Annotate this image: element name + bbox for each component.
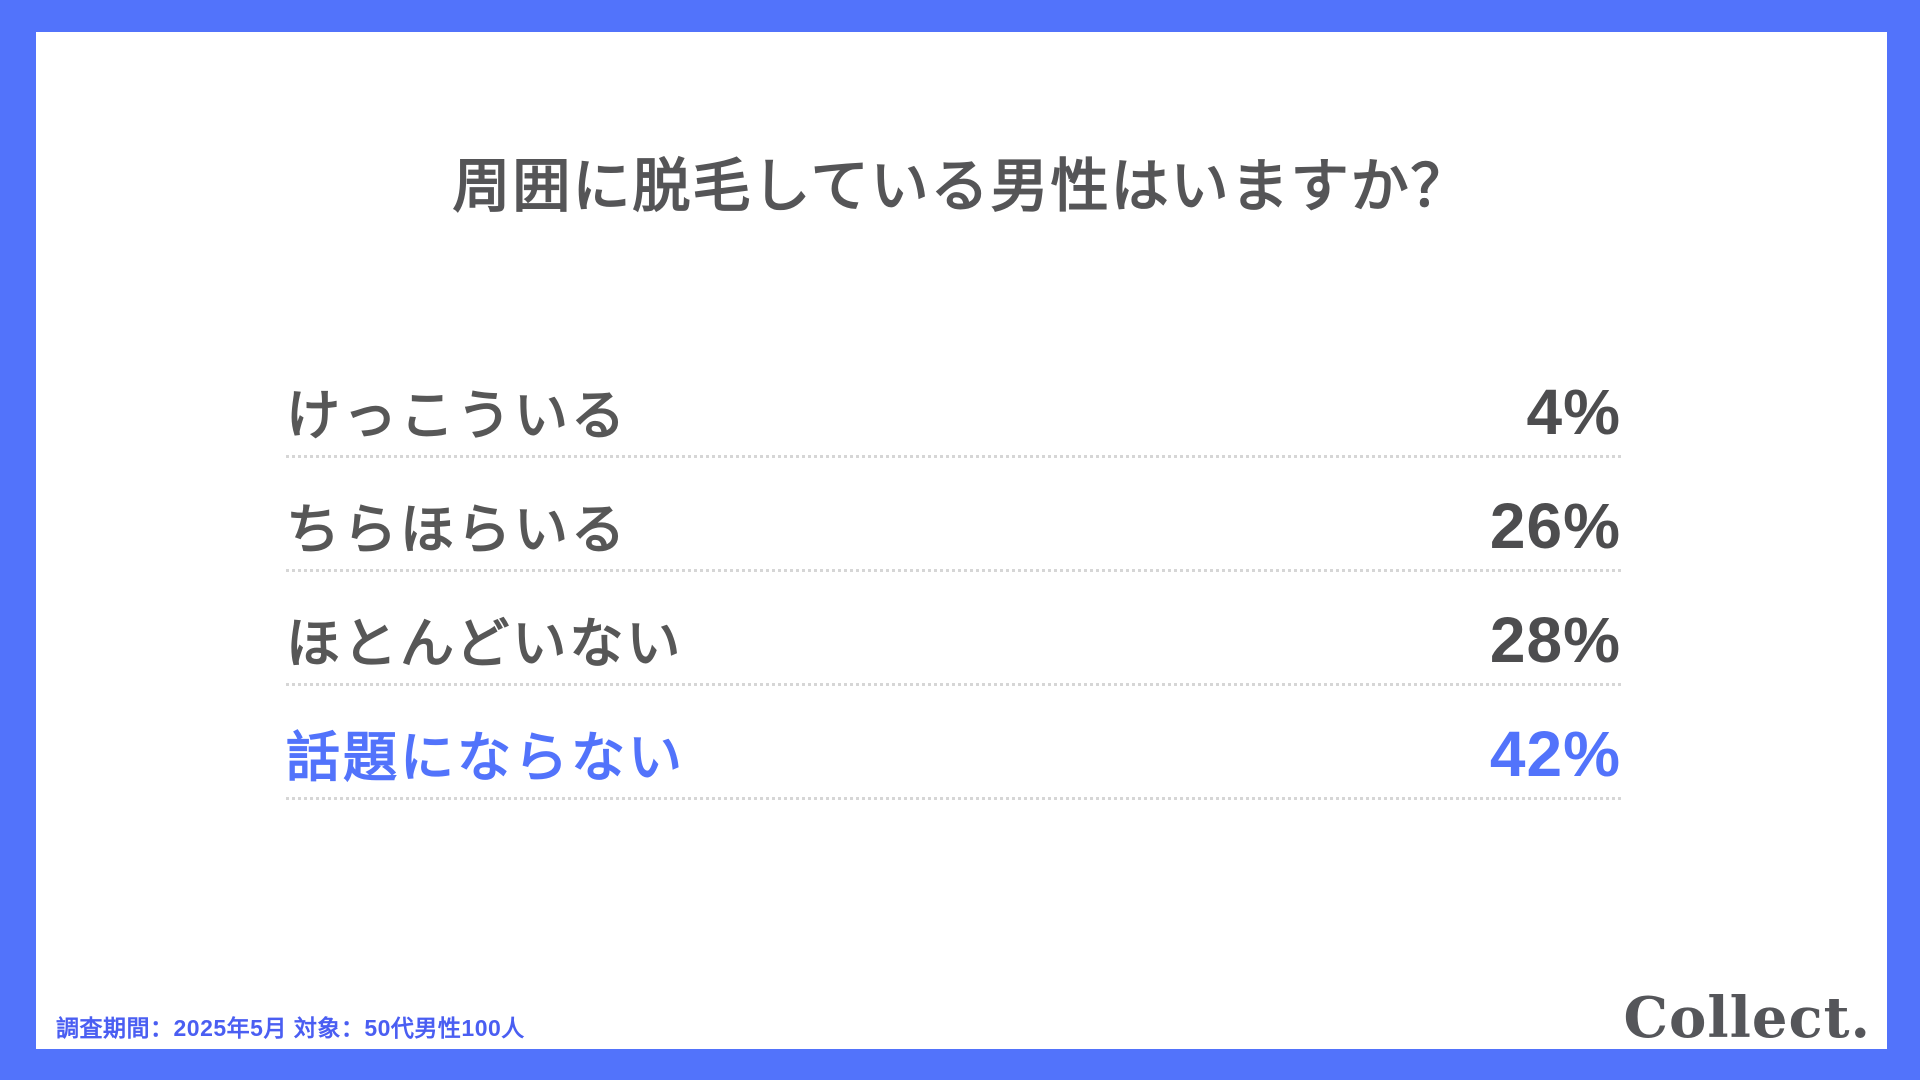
survey-row: ほとんどいない 28% xyxy=(286,572,1621,686)
survey-question-title: 周囲に脱毛している男性はいますか？ xyxy=(452,154,1471,219)
survey-period-note: 調査期間：2025年5月 対象：50代男性100人 xyxy=(56,1015,525,1041)
answer-value: 28% xyxy=(1489,604,1621,677)
survey-results-list: けっこういる 4% ちらほらいる 26% ほとんどいない 28% 話題にならない… xyxy=(286,344,1621,800)
answer-value: 26% xyxy=(1489,490,1621,563)
answer-value: 4% xyxy=(1526,376,1621,449)
survey-card: 周囲に脱毛している男性はいますか？ けっこういる 4% ちらほらいる 26% ほ… xyxy=(36,32,1887,1051)
answer-value: 42% xyxy=(1489,718,1621,791)
collect-logo: Collect. xyxy=(1623,985,1871,1051)
survey-row: けっこういる 4% xyxy=(286,344,1621,458)
answer-label: ほとんどいない xyxy=(286,614,684,674)
answer-label: けっこういる xyxy=(286,386,628,446)
survey-row: ちらほらいる 26% xyxy=(286,458,1621,572)
survey-row-highlighted: 話題にならない 42% xyxy=(286,686,1621,800)
answer-label: ちらほらいる xyxy=(286,500,628,560)
answer-label: 話題にならない xyxy=(286,728,685,788)
